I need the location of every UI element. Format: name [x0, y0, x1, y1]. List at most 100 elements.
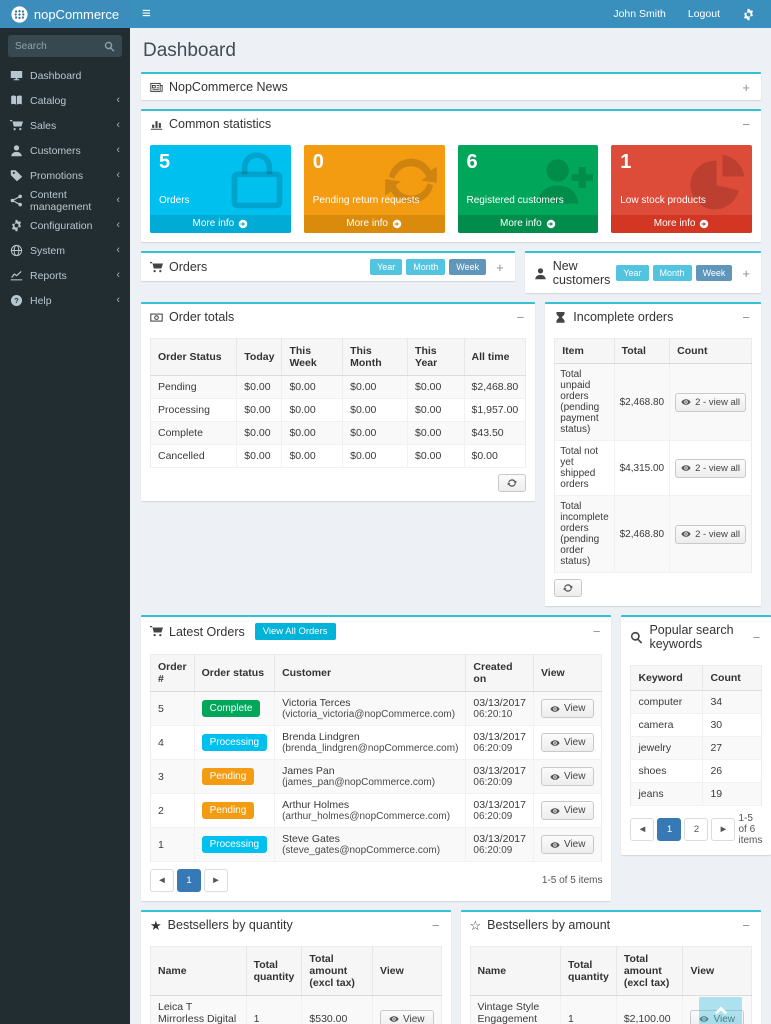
view-all-count-button[interactable]: 2 - view all — [675, 524, 746, 544]
search-icon[interactable] — [104, 41, 115, 52]
view-all-orders-button[interactable]: View All Orders — [254, 623, 336, 640]
pager-next-icon[interactable]: ► — [711, 818, 736, 841]
latest-orders-collapse-icon[interactable]: − — [592, 624, 601, 639]
new-customers-panel-title: New customers — [552, 259, 611, 287]
sidebar-item-content-management[interactable]: Content management ‹ — [0, 188, 130, 213]
statistics-collapse-icon[interactable]: − — [742, 116, 750, 132]
sidebar-item-customers[interactable]: Customers ‹ — [0, 138, 130, 163]
scroll-to-top-button[interactable] — [699, 997, 742, 1024]
tag-icon — [10, 169, 23, 182]
amount-cell: $0.00 — [342, 375, 408, 399]
view-button[interactable]: View — [540, 699, 595, 718]
user-icon — [534, 267, 547, 280]
chevron-left-icon: ‹ — [116, 244, 120, 256]
more-info-label: More info — [653, 218, 696, 229]
sidebar-search — [8, 35, 122, 57]
range-button-week[interactable]: Week — [449, 259, 487, 275]
sidebar-item-sales[interactable]: Sales ‹ — [0, 113, 130, 138]
star-icon: ★ — [150, 917, 162, 933]
view-button[interactable]: View — [540, 767, 595, 786]
bestsellers-quantity-collapse-icon[interactable]: − — [431, 917, 440, 933]
pager-prev-icon[interactable]: ◄ — [150, 869, 174, 892]
range-button-month[interactable]: Month — [406, 259, 446, 275]
view-button[interactable]: View — [540, 733, 595, 752]
common-statistics-panel: Common statistics − 5 Orders More info 0 Pen… — [141, 109, 761, 242]
expand-icon[interactable]: + — [496, 259, 504, 275]
more-info-label: More info — [500, 218, 542, 229]
search-input[interactable] — [15, 40, 104, 52]
pager-page-button[interactable]: 1 — [177, 869, 201, 892]
pager-page-button[interactable]: 2 — [684, 818, 709, 841]
sidebar-item-system[interactable]: System ‹ — [0, 238, 130, 263]
more-info-link[interactable]: More info — [303, 215, 445, 233]
more-info-link[interactable]: More info — [150, 215, 291, 233]
refresh-button[interactable] — [554, 579, 583, 597]
chevron-left-icon: ‹ — [116, 119, 120, 131]
table-row: Total unpaid orders (pending payment sta… — [554, 363, 752, 441]
sidebar-nav: Dashboard Catalog ‹ Sales ‹ Customers ‹ Promoti… — [0, 63, 130, 313]
eye-icon — [681, 397, 691, 407]
item-cell: Total not yet shipped orders — [554, 440, 615, 496]
range-button-year[interactable]: Year — [616, 265, 649, 281]
sidebar-item-label: Sales — [30, 119, 57, 132]
count-cell: 19 — [702, 782, 762, 806]
table-row: computer 34 — [630, 690, 762, 714]
range-button-year[interactable]: Year — [370, 259, 403, 275]
range-button-month[interactable]: Month — [652, 265, 692, 281]
view-button[interactable]: View — [540, 801, 595, 820]
sidebar-item-catalog[interactable]: Catalog ‹ — [0, 88, 130, 113]
sidebar-item-promotions[interactable]: Promotions ‹ — [0, 163, 130, 188]
table-row: Vintage Style Engagement Ring1$2,100.00V… — [470, 995, 752, 1024]
brand-logo[interactable]: nopCommerce — [0, 0, 130, 28]
pager-page-button[interactable]: 1 — [657, 818, 682, 841]
sidebar-item-label: System — [30, 244, 66, 257]
column-header: Total amount (excl tax) — [301, 946, 373, 996]
expand-icon[interactable]: + — [742, 265, 750, 281]
more-info-link[interactable]: More info — [457, 215, 599, 233]
column-header: View — [532, 654, 602, 692]
view-button[interactable]: View — [380, 1009, 434, 1024]
view-all-count-button[interactable]: 2 - view all — [675, 458, 746, 478]
table-row: 4 Processing Brenda Lindgren (brenda_lindgr… — [150, 725, 602, 760]
order-totals-panel: Order totals − Order Status Today This Wee… — [141, 302, 536, 501]
sidebar-item-configuration[interactable]: Configuration ‹ — [0, 213, 130, 238]
column-header: Total amount (excl tax) — [615, 946, 683, 996]
user-menu[interactable]: John Smith — [613, 8, 666, 20]
sidebar-item-help[interactable]: Help ‹ — [0, 288, 130, 313]
column-header: Total — [613, 338, 670, 364]
more-info-link[interactable]: More info — [611, 215, 752, 233]
sidebar-item-label: Content management — [30, 188, 92, 213]
column-header: This Year — [407, 338, 465, 376]
pager-next-icon[interactable]: ► — [204, 869, 228, 892]
logout-button[interactable]: Logout — [687, 8, 720, 20]
total-cell: $2,468.80 — [613, 495, 670, 573]
pager-info: 1-5 of 5 items — [541, 875, 603, 886]
popular-keywords-collapse-icon[interactable]: − — [752, 629, 761, 645]
sidebar-item-reports[interactable]: Reports ‹ — [0, 263, 130, 288]
settings-gear-icon[interactable] — [742, 8, 755, 21]
sidebar-toggle-icon[interactable]: ≡ — [130, 0, 163, 28]
refresh-icon — [507, 478, 517, 488]
more-info-label: More info — [192, 218, 235, 229]
info-box-pie[interactable]: 1 Low stock products More info — [611, 145, 752, 233]
quantity-cell: 1 — [245, 995, 302, 1024]
bestsellers-amount-collapse-icon[interactable]: − — [742, 917, 750, 933]
info-box-bag[interactable]: 5 Orders More info — [150, 145, 291, 233]
view-all-count-button[interactable]: 2 - view all — [675, 392, 746, 412]
total-cell: $2,468.80 — [613, 363, 670, 441]
column-header: This Week — [281, 338, 343, 376]
info-box-userplus[interactable]: 6 Registered customers More info — [457, 145, 599, 233]
order-totals-collapse-icon[interactable]: − — [516, 309, 525, 325]
range-button-week[interactable]: Week — [695, 265, 733, 281]
view-button[interactable]: View — [540, 835, 595, 854]
info-box-refresh[interactable]: 0 Pending return requests More info — [303, 145, 445, 233]
sidebar-item-dashboard[interactable]: Dashboard — [0, 63, 130, 88]
eye-icon — [550, 704, 560, 714]
order-id-cell: 2 — [150, 793, 195, 828]
incomplete-orders-collapse-icon[interactable]: − — [742, 309, 750, 325]
pager-prev-icon[interactable]: ◄ — [630, 818, 655, 841]
popular-keywords-pager: ◄ 1 2 ► 1-5 of 6 items — [630, 806, 762, 846]
news-expand-icon[interactable]: + — [742, 79, 750, 95]
refresh-button[interactable] — [498, 474, 527, 492]
amount-cell: $0.00 — [236, 375, 282, 399]
